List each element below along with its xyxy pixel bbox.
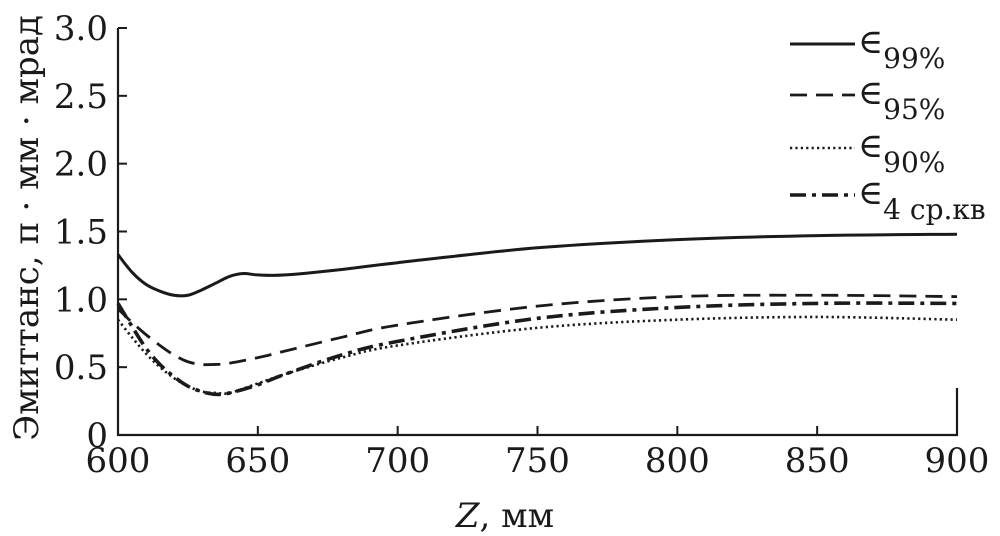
x-tick-label: 650	[225, 441, 290, 481]
x-tick-label: 600	[86, 441, 151, 481]
x-tick-label: 850	[785, 441, 850, 481]
x-tick-label: 750	[505, 441, 570, 481]
x-tick-label: 900	[925, 441, 990, 481]
series-line-99	[116, 232, 958, 298]
x-axis-title: Z, мм	[455, 496, 554, 536]
series-lines	[116, 232, 958, 397]
x-tick-label: 700	[365, 441, 430, 481]
x-axis-variable: Z	[455, 496, 481, 536]
legend-label: ∈95%	[858, 73, 945, 126]
legend-subscript: 90%	[883, 146, 945, 179]
legend-symbol: ∈	[858, 22, 883, 62]
tick-marks	[117, 27, 958, 436]
x-tick-label: 800	[645, 441, 710, 481]
legend-subscript: 99%	[883, 42, 945, 75]
y-tick-label: 2.0	[54, 145, 108, 185]
legend-symbol: ∈	[858, 173, 883, 213]
y-tick-label: 2.5	[54, 77, 108, 117]
legend-symbol: ∈	[858, 126, 883, 166]
y-tick-label: 3.0	[54, 9, 108, 49]
x-axis-unit: , мм	[480, 496, 555, 536]
legend-label: ∈90%	[858, 126, 945, 179]
y-tick-label: 0	[86, 416, 108, 456]
series-line-90	[116, 315, 958, 395]
legend-symbol: ∈	[858, 73, 883, 113]
series-line-4-ср-кв	[116, 301, 958, 397]
legend: ∈99%∈95%∈90%∈4 ср.кв	[790, 22, 986, 226]
y-axis-title: Эмиттанс, π · мм · мрад	[7, 15, 47, 441]
series-line-95	[117, 293, 958, 367]
plot-frame	[116, 26, 960, 437]
legend-label: ∈99%	[858, 22, 945, 75]
legend-label: ∈4 ср.кв	[858, 173, 986, 226]
axes-frame	[116, 28, 959, 437]
legend-subscript: 4 ср.кв	[883, 193, 985, 226]
tick-labels: 600 650 700 750 800 850 900 0 0.5 1.0 1.5 2.0 2.5 3.0	[54, 9, 990, 481]
y-tick-label: 1.5	[54, 213, 108, 253]
y-tick-label: 0.5	[54, 348, 108, 388]
y-tick-label: 1.0	[54, 280, 108, 320]
right-spine-mask	[954, 26, 960, 388]
legend-subscript: 95%	[883, 93, 945, 126]
